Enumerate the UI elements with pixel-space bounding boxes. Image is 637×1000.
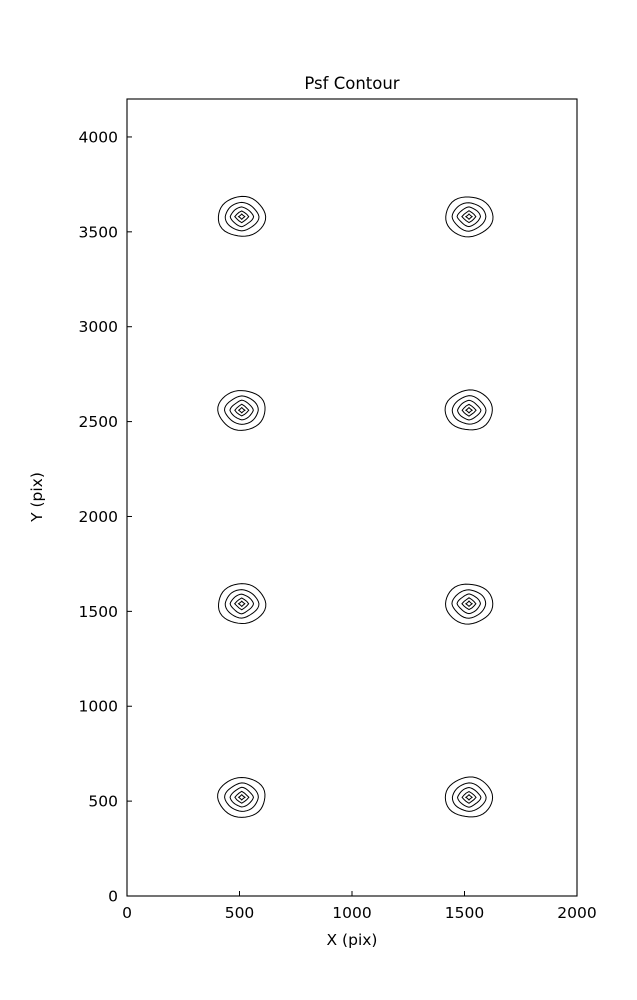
psf-contour-source	[445, 583, 494, 625]
x-tick-label: 500	[225, 904, 255, 922]
contour-level	[233, 597, 250, 611]
y-tick-label: 1000	[79, 698, 118, 716]
contour-level	[229, 206, 255, 228]
chart-title: Psf Contour	[304, 74, 399, 93]
x-tick-label: 1000	[332, 904, 371, 922]
contour-level	[218, 583, 267, 625]
y-tick-label: 3000	[79, 318, 118, 336]
contour-level	[234, 210, 250, 224]
contour-level	[224, 395, 259, 425]
y-tick-label: 4000	[79, 128, 118, 146]
contour-level	[237, 600, 246, 608]
y-tick-label: 1500	[79, 603, 118, 621]
y-tick-label: 2000	[79, 508, 118, 526]
x-tick-label: 1500	[445, 904, 484, 922]
x-axis-title: X (pix)	[327, 931, 378, 949]
contour-level	[237, 793, 246, 801]
psf-contour-source	[217, 195, 267, 237]
x-tick-label: 2000	[557, 904, 596, 922]
contour-level	[237, 213, 246, 221]
y-axis-ticks: 0 500 1000 1500 2000 2500 3000 3500 4000	[79, 128, 132, 906]
contour-level	[444, 776, 494, 818]
contour-level	[229, 786, 254, 808]
y-tick-label: 3500	[79, 223, 118, 241]
contour-level	[461, 210, 477, 224]
contour-level	[237, 406, 246, 414]
contour-level	[456, 206, 482, 228]
contour-level	[451, 589, 487, 619]
contour-level	[461, 597, 477, 611]
y-tick-label: 0	[108, 888, 118, 906]
x-axis-ticks: 0 500 1000 1500 2000	[122, 891, 597, 922]
contour-level	[461, 790, 477, 804]
y-axis-title: Y (pix)	[28, 472, 46, 523]
contour-level	[229, 593, 255, 615]
contour-group	[217, 195, 494, 818]
contour-level	[217, 195, 267, 237]
contour-level	[457, 786, 482, 808]
contour-level	[464, 406, 474, 414]
contour-level	[457, 399, 482, 421]
psf-contour-source	[445, 196, 494, 238]
psf-contour-source	[218, 583, 267, 625]
psf-contour-source	[217, 776, 266, 818]
contour-level	[234, 790, 250, 804]
contour-level	[217, 776, 266, 818]
contour-level	[456, 593, 481, 615]
contour-level	[451, 782, 487, 812]
psf-contour-source	[444, 389, 493, 431]
contour-level	[465, 600, 474, 608]
contour-level	[445, 583, 494, 625]
contour-level	[224, 589, 260, 619]
contour-level	[234, 403, 250, 417]
contour-level	[451, 202, 487, 232]
x-tick-label: 0	[122, 904, 132, 922]
contour-level	[451, 395, 487, 425]
psf-contour-source	[444, 776, 494, 818]
contour-level	[464, 213, 473, 220]
contour-level	[461, 403, 477, 417]
contour-level	[224, 201, 260, 232]
contour-level	[444, 389, 493, 431]
contour-level	[217, 390, 266, 431]
y-tick-label: 500	[88, 793, 118, 811]
contour-level	[229, 399, 254, 421]
psf-contour-source	[217, 390, 266, 431]
contour-level	[445, 196, 494, 238]
contour-level	[224, 782, 259, 812]
contour-level	[464, 794, 473, 801]
y-tick-label: 2500	[79, 413, 118, 431]
